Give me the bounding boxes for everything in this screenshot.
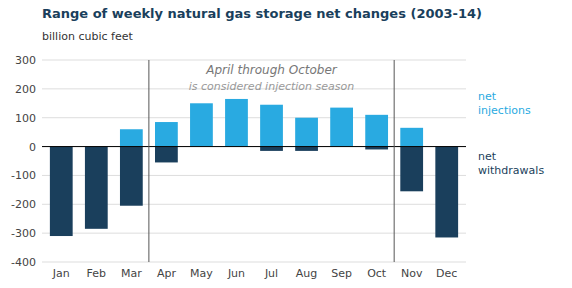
y-tick-label: -200	[11, 198, 36, 211]
x-tick-label: Aug	[296, 267, 317, 280]
bar	[400, 147, 423, 192]
season-separator	[394, 60, 395, 262]
chart: Range of weekly natural gas storage net …	[0, 0, 572, 288]
y-tick-label: 200	[15, 83, 36, 96]
legend-entry: netinjections	[478, 90, 531, 117]
grid-line	[42, 262, 466, 263]
zero-line	[42, 146, 466, 147]
x-tick-label: Sep	[331, 267, 352, 280]
legend-line: net	[478, 90, 497, 103]
bar	[435, 147, 458, 238]
x-tick-label: Dec	[436, 267, 457, 280]
legend-line: withdrawals	[478, 164, 544, 177]
x-tick-label: Mar	[121, 267, 142, 280]
x-tick-label: Apr	[157, 267, 177, 280]
x-tick-label: Jun	[227, 267, 245, 280]
y-tick-label: 0	[29, 141, 36, 154]
bar	[260, 147, 283, 151]
y-tick-label: -400	[11, 256, 36, 269]
legend-line: injections	[478, 104, 531, 117]
bar	[50, 147, 73, 236]
legend-entry: netwithdrawals	[478, 150, 544, 177]
x-tick-label: Feb	[87, 267, 106, 280]
bar	[120, 147, 143, 206]
y-tick-label: 100	[15, 112, 36, 125]
bar	[190, 103, 213, 146]
annotation: April through October	[205, 63, 338, 77]
bar	[85, 147, 108, 229]
y-tick-label: -300	[11, 227, 36, 240]
grid-line	[42, 233, 466, 234]
season-separator	[148, 60, 149, 262]
x-tick-label: May	[190, 267, 213, 280]
bar	[120, 129, 143, 146]
y-tick-label: -100	[11, 169, 36, 182]
bar	[295, 118, 318, 147]
x-tick-label: Nov	[401, 267, 423, 280]
bar	[225, 99, 248, 147]
x-tick-label: Oct	[367, 267, 387, 280]
annotation: is considered injection season	[189, 80, 355, 93]
bar	[155, 122, 178, 147]
bar	[330, 108, 353, 147]
bar	[365, 115, 388, 147]
legend-line: net	[478, 150, 497, 163]
bar	[260, 105, 283, 147]
y-axis-label: billion cubic feet	[42, 30, 133, 43]
bars	[50, 99, 458, 238]
bar	[155, 147, 178, 163]
grid-line	[42, 146, 466, 147]
x-tick-label: Jul	[264, 267, 278, 280]
grid-line	[42, 117, 466, 118]
y-tick-label: 300	[15, 54, 36, 67]
x-tick-label: Jan	[52, 267, 70, 280]
bar	[295, 147, 318, 151]
grid-line	[42, 60, 466, 61]
title: Range of weekly natural gas storage net …	[42, 6, 482, 21]
bar	[400, 128, 423, 147]
